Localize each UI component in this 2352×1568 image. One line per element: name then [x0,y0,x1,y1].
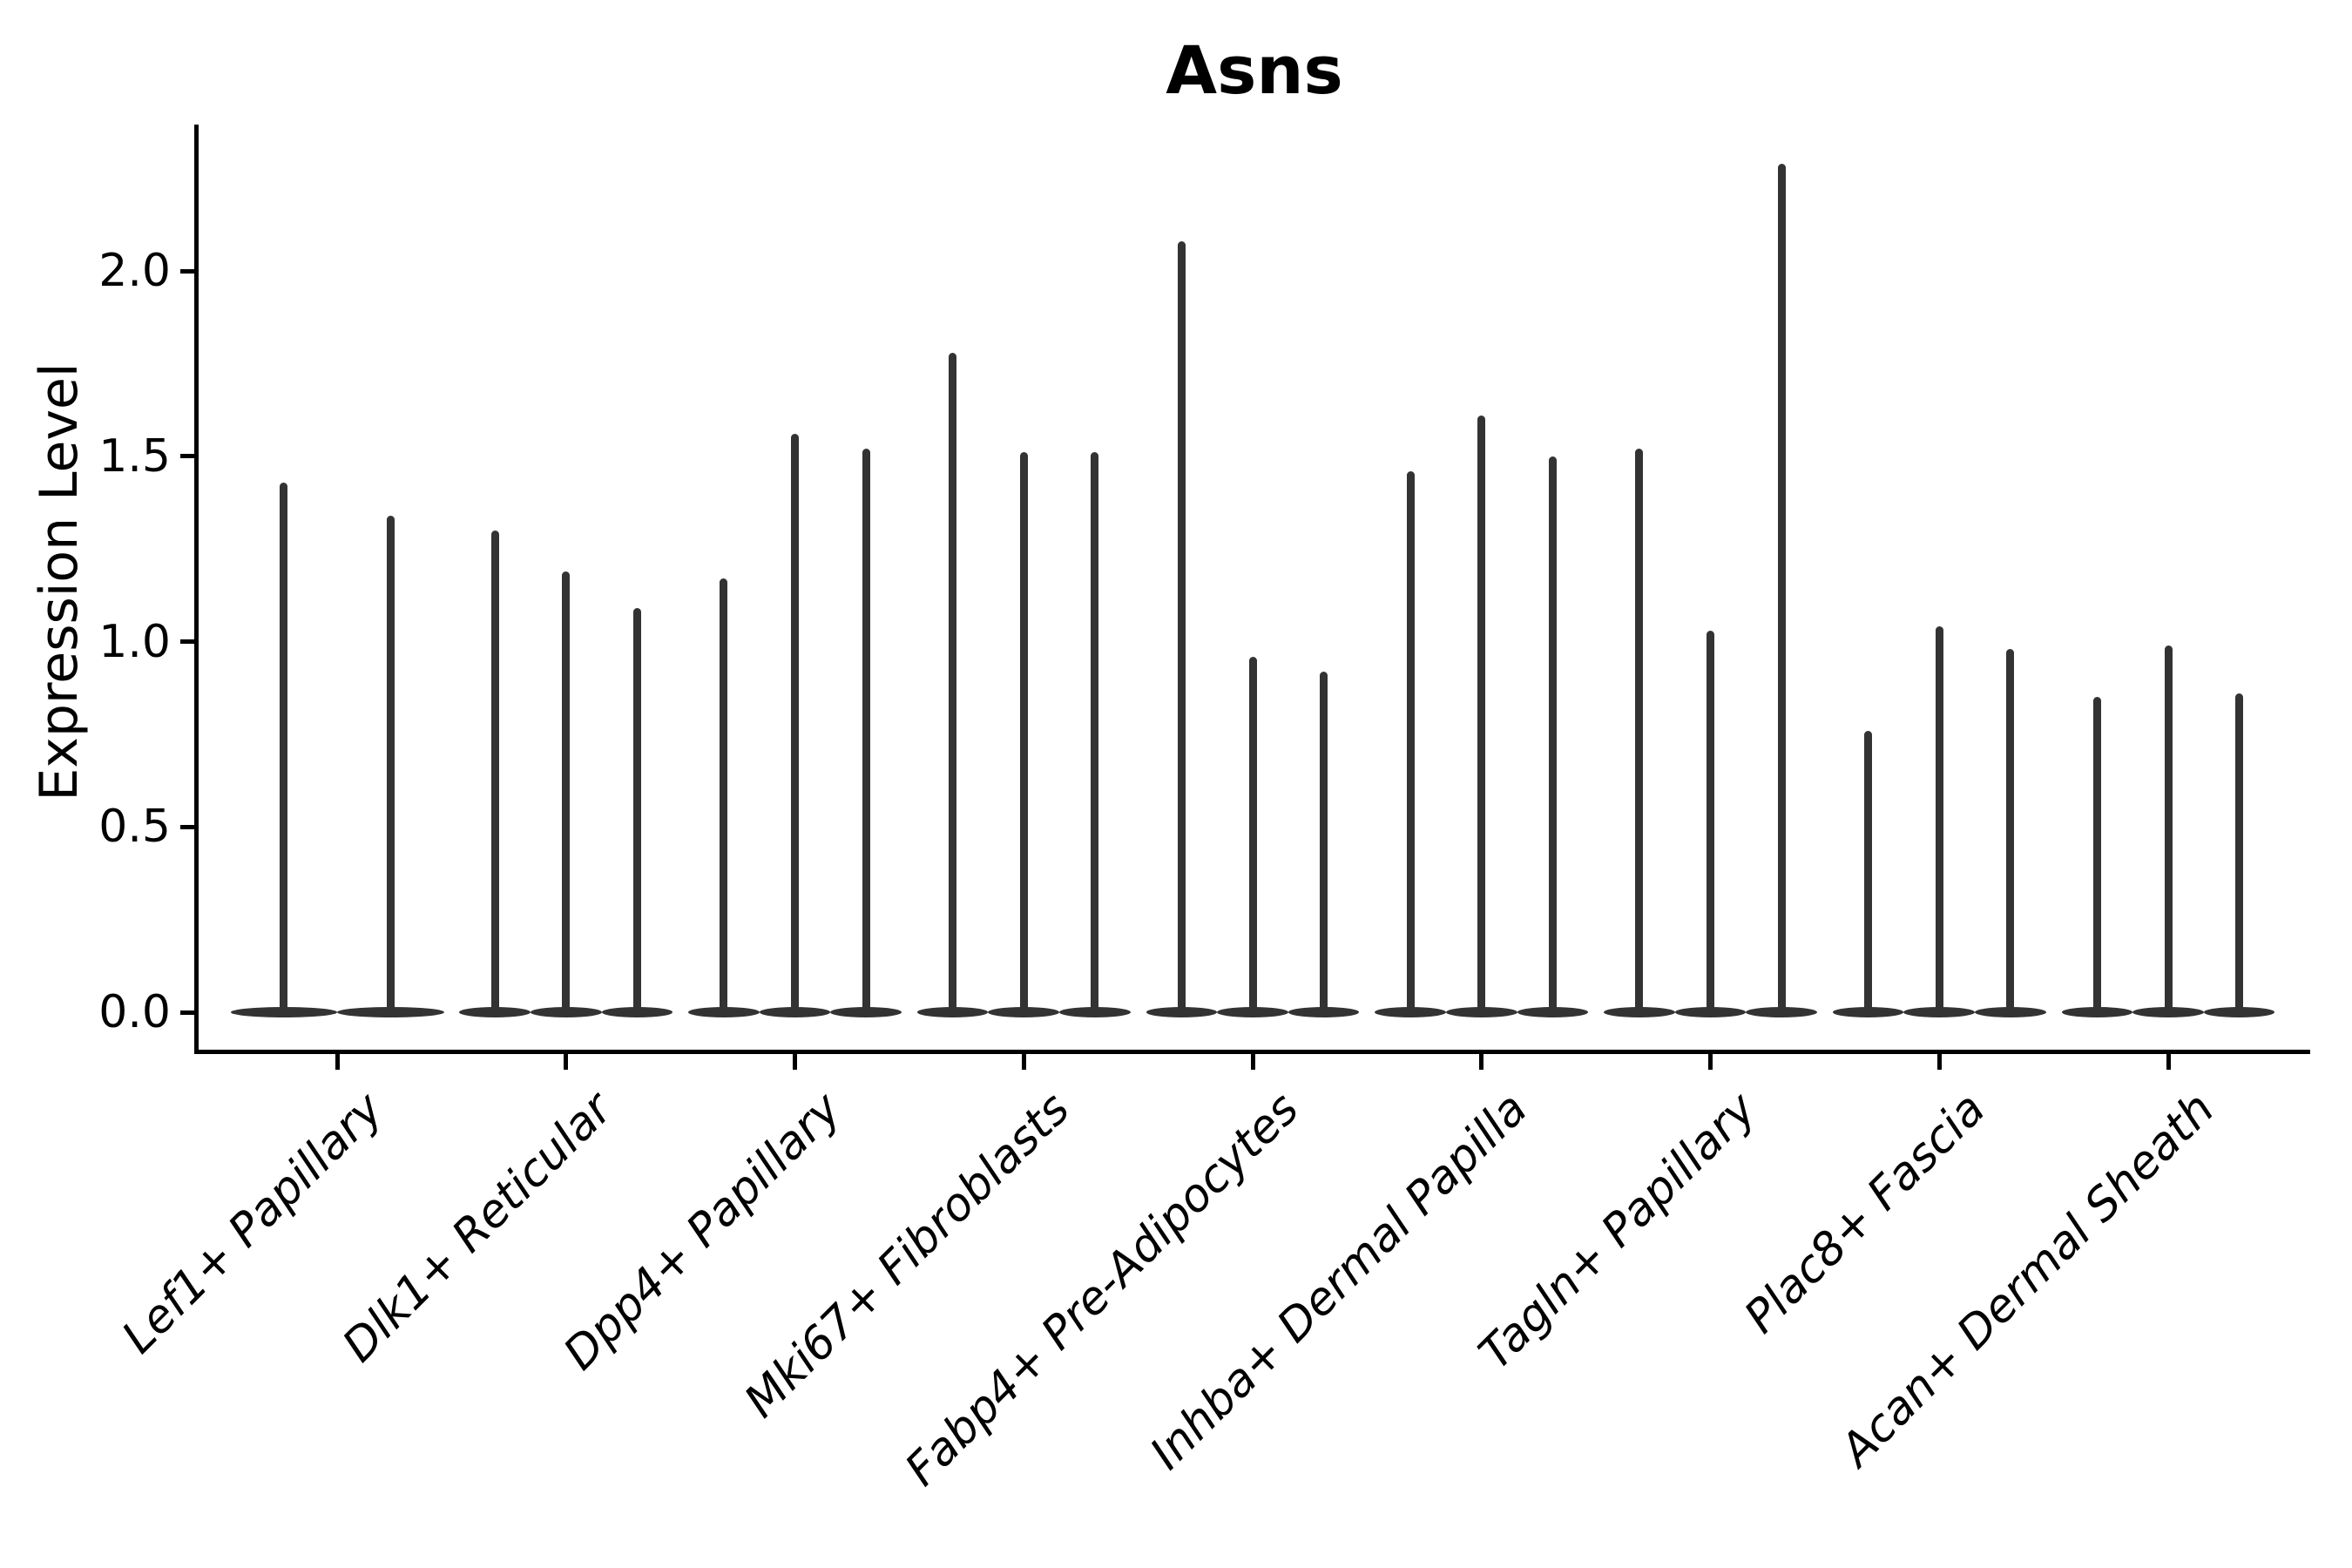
y-tick-label: 1.0 [98,615,171,668]
violin-base [1903,1007,1976,1017]
violin-spike [949,352,957,1012]
violin-spike [632,608,641,1012]
violin-base [1832,1007,1904,1017]
y-tick-mark [180,1010,194,1015]
violin-base [1288,1007,1360,1017]
violin-spike [490,530,499,1012]
violin-base [1674,1007,1747,1017]
x-tick-mark [1479,1054,1484,1070]
violin-base [1517,1007,1589,1017]
x-axis-line [194,1050,2310,1054]
x-tick-mark [1936,1054,1942,1070]
violin-spike [1477,415,1486,1012]
violin-base [2203,1007,2275,1017]
violin-spike [1635,449,1644,1012]
violin-base [759,1007,831,1017]
violin-spike [1091,452,1099,1012]
y-axis-label: Expression Level [29,362,90,801]
violin-spike [1019,452,1028,1012]
violin-spike [1864,730,1873,1012]
violin-base [1217,1007,1288,1017]
violin-base [916,1007,989,1017]
violin-spike [280,482,288,1012]
x-tick-mark [1250,1054,1255,1070]
x-tick-mark [793,1054,797,1070]
violin-spike [1777,163,1786,1012]
violin-base [688,1007,760,1017]
violin-base [601,1007,673,1017]
violin-spike [2235,693,2244,1012]
violin-spike [1406,470,1415,1012]
x-tick-mark [335,1054,340,1070]
y-tick-mark [180,268,194,274]
x-tick-mark [2166,1054,2171,1070]
violin-spike [1177,240,1186,1012]
violin-base [1975,1007,2046,1017]
x-tick-label: Inhba+ Dermal Papilla [1140,1083,1538,1480]
violin-base [1445,1007,1517,1017]
violin-base [1604,1007,1675,1017]
violin-spike [2006,649,2015,1012]
x-tick-label: Fabp4+ Pre-Adipocytes [895,1083,1309,1497]
y-tick-label: 0.0 [98,986,171,1038]
violin-spike [1707,630,1714,1012]
y-axis-line [194,125,199,1054]
violin-base [830,1007,902,1017]
x-tick-label: Plac8+ Fascia [1734,1083,1996,1344]
y-tick-mark [180,824,194,829]
violin-base [988,1007,1060,1017]
violin-base [2061,1007,2133,1017]
y-tick-label: 1.5 [98,429,171,483]
violin-spike [1320,671,1328,1012]
y-tick-label: 2.0 [98,245,171,297]
violin-spike [1548,456,1557,1012]
violin-spike [1248,656,1257,1012]
x-tick-mark [1021,1054,1026,1070]
violin-spike [791,434,799,1012]
violin-spike [720,578,728,1012]
y-tick-label: 0.5 [98,801,171,854]
violin-base [337,1007,444,1017]
x-tick-mark [564,1054,569,1070]
violin-spike [386,515,395,1012]
violin-base [230,1007,337,1017]
violin-base [530,1007,602,1017]
violin-base [459,1007,531,1017]
x-tick-mark [1708,1054,1713,1070]
y-tick-mark [180,639,194,644]
violin-base [1746,1007,1817,1017]
violin-spike [2092,697,2101,1012]
violin-base [1059,1007,1131,1017]
violin-base [1375,1007,1446,1017]
violin-spike [562,571,571,1012]
violin-spike [1935,626,1943,1012]
violin-spike [2164,645,2173,1012]
violin-base [2132,1007,2204,1017]
chart-title: Asns [1166,31,1343,109]
y-tick-mark [180,454,194,459]
violin-base [1146,1007,1218,1017]
violin-spike [862,449,870,1012]
x-tick-label: Acan+ Dermal Sheath [1830,1083,2225,1477]
